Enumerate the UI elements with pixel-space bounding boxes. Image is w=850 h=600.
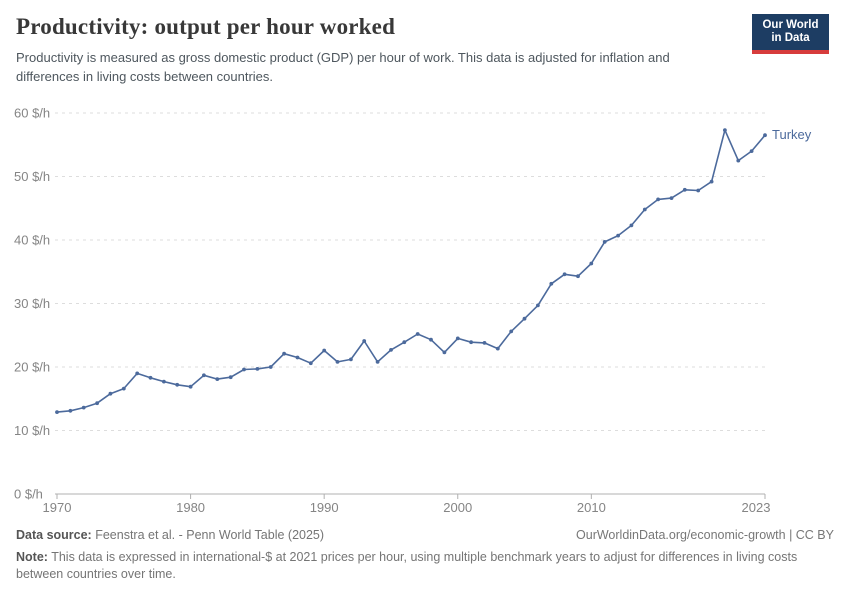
y-tick-label-60: 60 $/h <box>14 106 50 121</box>
data-point-1988 <box>295 355 300 360</box>
chart-header: Productivity: output per hour worked Pro… <box>16 14 834 86</box>
data-point-2001 <box>469 340 473 345</box>
data-point-2019 <box>709 179 714 184</box>
data-source: Data source: Feenstra et al. - Penn Worl… <box>16 528 324 542</box>
line-chart-area: 0 $/h 10 $/h 20 $/h 30 $/h 40 $/h 50 $/h 60 $/… <box>0 95 850 525</box>
data-source-value: Feenstra et al. - Penn World Table (2025… <box>95 528 325 542</box>
data-point-2021 <box>736 158 741 163</box>
data-point-1994 <box>375 360 380 364</box>
data-point-2000 <box>455 336 460 341</box>
data-point-2010 <box>589 261 594 266</box>
data-point-1978 <box>162 379 166 384</box>
x-tick-label-2023: 2023 <box>742 500 771 515</box>
data-point-2017 <box>682 187 687 192</box>
data-point-1987 <box>282 351 286 356</box>
y-tick-label-0: 0 $/h <box>14 487 43 502</box>
data-point-1984 <box>242 367 246 372</box>
x-tick-label-2010: 2010 <box>577 500 606 515</box>
owid-logo-box: Our World in Data <box>752 14 829 50</box>
y-axis-labels: 0 $/h 10 $/h 20 $/h 30 $/h 40 $/h 50 $/h 60 $/… <box>14 106 50 502</box>
productivity-line-chart: 0 $/h 10 $/h 20 $/h 30 $/h 40 $/h 50 $/h 60 $/… <box>14 106 812 516</box>
data-point-1995 <box>389 348 393 352</box>
data-point-2014 <box>642 207 647 212</box>
data-point-1993 <box>362 339 367 343</box>
data-point-2013 <box>629 223 634 228</box>
data-point-1998 <box>429 337 433 342</box>
data-point-1976 <box>135 371 140 376</box>
series-markers-turkey <box>55 128 767 414</box>
entity-label-turkey: Turkey <box>772 127 812 142</box>
series-line-turkey <box>56 129 766 413</box>
data-point-2003 <box>495 346 500 351</box>
data-point-1990 <box>322 348 327 353</box>
data-point-1997 <box>415 332 420 336</box>
data-point-1973 <box>95 401 99 406</box>
x-tick-label-1980: 1980 <box>176 500 205 515</box>
data-point-2004 <box>509 329 514 334</box>
owid-logo-line1: Our World <box>762 19 819 31</box>
y-tick-label-40: 40 $/h <box>14 233 50 248</box>
data-point-2012 <box>616 233 620 238</box>
data-point-2022 <box>749 149 754 153</box>
data-point-2007 <box>549 281 554 286</box>
data-point-2002 <box>482 341 487 345</box>
data-point-1991 <box>335 360 340 364</box>
data-point-2009 <box>576 274 580 279</box>
data-point-1972 <box>81 405 86 410</box>
data-point-2006 <box>536 303 540 308</box>
data-point-2020 <box>723 128 727 132</box>
note-label: Note: <box>16 550 48 564</box>
data-point-1999 <box>442 350 447 355</box>
data-source-label: Data source: <box>16 528 92 542</box>
chart-note: Note: This data is expressed in internat… <box>16 549 830 583</box>
y-tick-label-30: 30 $/h <box>14 296 50 311</box>
x-tick-label-1990: 1990 <box>310 500 339 515</box>
note-value: This data is expressed in international-… <box>16 550 798 581</box>
data-point-1975 <box>121 386 126 391</box>
data-point-1971 <box>68 408 73 413</box>
chart-footer: Data source: Feenstra et al. - Penn Worl… <box>16 528 834 583</box>
data-point-1986 <box>268 365 273 369</box>
data-point-2016 <box>669 196 674 200</box>
owid-url-link[interactable]: OurWorldinData.org/economic-growth | CC … <box>576 528 834 542</box>
data-point-1977 <box>148 375 153 380</box>
data-point-2005 <box>522 316 527 321</box>
data-point-2023 <box>763 133 767 138</box>
data-point-1981 <box>202 373 206 378</box>
x-tick-label-2000: 2000 <box>443 500 472 515</box>
data-point-2008 <box>562 272 567 277</box>
y-gridlines <box>55 112 768 431</box>
owid-logo-line2: in Data <box>771 32 810 44</box>
data-point-1992 <box>349 357 353 362</box>
data-point-1970 <box>55 410 59 414</box>
data-point-1982 <box>215 377 220 381</box>
data-point-1983 <box>228 375 233 380</box>
x-tick-label-1970: 1970 <box>43 500 72 515</box>
data-point-1985 <box>255 367 260 371</box>
x-axis: 1970 1980 1990 2000 2010 2023 <box>43 493 771 515</box>
y-tick-label-10: 10 $/h <box>14 423 50 438</box>
data-point-1974 <box>108 391 113 396</box>
data-point-2018 <box>696 188 701 193</box>
owid-logo-red-bar <box>752 50 829 54</box>
y-tick-label-50: 50 $/h <box>14 169 50 184</box>
data-point-1989 <box>308 361 313 366</box>
data-point-1996 <box>402 340 407 345</box>
data-point-1980 <box>188 384 193 389</box>
data-point-1979 <box>175 382 180 387</box>
chart-subtitle: Productivity is measured as gross domest… <box>16 50 670 84</box>
data-point-2011 <box>602 240 607 244</box>
owid-logo[interactable]: Our World in Data <box>752 14 829 54</box>
y-tick-label-20: 20 $/h <box>14 360 50 375</box>
page-title: Productivity: output per hour worked <box>16 14 396 39</box>
data-point-2015 <box>656 197 660 202</box>
